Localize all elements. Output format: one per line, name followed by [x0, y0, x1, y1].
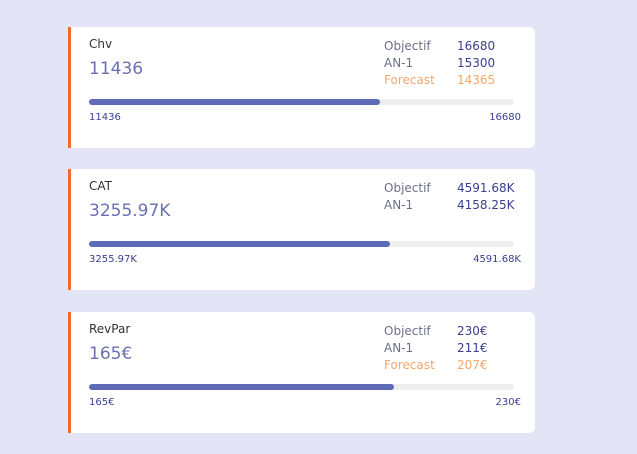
progress-fill [89, 99, 381, 105]
stat-label: Forecast [384, 73, 435, 87]
progress-end: 230€ [495, 397, 521, 408]
stat-value: 16680 [457, 39, 496, 53]
card-value: 165€ [89, 344, 133, 364]
stat-value: 4158.25K [457, 198, 515, 212]
stat-label: Forecast [384, 358, 435, 372]
stat-value: 15300 [457, 56, 496, 70]
stat-value: 230€ [457, 324, 488, 338]
kpi-card: CAT 3255.97K Objectif 4591.68K AN-1 4158.25K 3… [68, 169, 535, 290]
card-value: 11436 [89, 59, 144, 79]
progress-fill [89, 384, 394, 390]
progress-track [89, 241, 514, 247]
progress-start: 11436 [89, 112, 121, 123]
card-title: RevPar [89, 322, 131, 336]
stat-label: AN-1 [384, 198, 414, 212]
progress-start: 165€ [89, 397, 115, 408]
card-value: 3255.97K [89, 201, 171, 221]
progress-track [89, 99, 514, 105]
progress-end: 4591.68K [473, 254, 521, 265]
stat-label: Objectif [384, 181, 431, 195]
stat-value: 207€ [457, 358, 488, 372]
progress-fill [89, 241, 391, 247]
stat-value: 14365 [457, 73, 496, 87]
card-title: CAT [89, 179, 112, 193]
progress-end: 16680 [489, 112, 521, 123]
kpi-card: Chv 11436 Objectif 16680 AN-1 15300 Forecast 14… [68, 27, 535, 148]
progress-track [89, 384, 514, 390]
stat-label: Objectif [384, 39, 431, 53]
stat-value: 211€ [457, 341, 488, 355]
stat-label: Objectif [384, 324, 431, 338]
card-title: Chv [89, 37, 113, 51]
stat-label: AN-1 [384, 341, 414, 355]
progress-start: 3255.97K [89, 254, 137, 265]
stat-label: AN-1 [384, 56, 414, 70]
stat-value: 4591.68K [457, 181, 515, 195]
kpi-card: RevPar 165€ Objectif 230€ AN-1 211€ Forecast 20… [68, 312, 535, 433]
